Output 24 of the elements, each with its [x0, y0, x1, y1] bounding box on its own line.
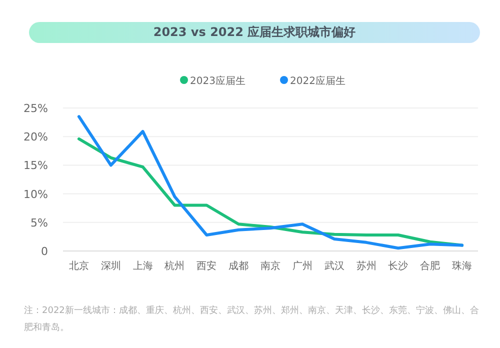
legend-label: 2023应届生: [190, 75, 246, 87]
chart-title: 2023 vs 2022 应届生求职城市偏好: [29, 22, 480, 43]
x-tick-label: 武汉: [324, 260, 344, 272]
x-tick-label: 珠海: [452, 260, 472, 272]
x-tick-label: 北京: [68, 260, 89, 272]
x-tick-label: 西安: [196, 260, 217, 272]
x-tick-label: 合肥: [420, 260, 440, 272]
x-tick-label: 南京: [260, 260, 280, 272]
x-tick-label: 杭州: [164, 260, 185, 272]
x-tick-label: 苏州: [356, 260, 376, 272]
x-tick-label: 上海: [132, 260, 153, 272]
y-tick-label: 0: [41, 245, 48, 258]
x-tick-label: 成都: [228, 260, 249, 272]
y-tick-label: 15%: [24, 159, 48, 172]
x-tick-label: 深圳: [100, 260, 121, 272]
text: 注：2022新一线城市：成都、重庆、杭州、西安、武汉、苏州、郑州、南京、天津、长沙、东莞、宁波、佛山、合肥和青岛。: [24, 304, 480, 335]
y-tick-label: 10%: [24, 188, 48, 201]
y-tick-label: 25%: [24, 102, 48, 115]
line-series: [77, 115, 464, 250]
x-tick-label: 长沙: [388, 260, 408, 272]
x-tick-label: 广州: [292, 260, 312, 272]
y-tick-label: 20%: [24, 130, 48, 144]
legend-label: 2022应届生: [290, 75, 346, 87]
y-tick-label: 5%: [30, 216, 48, 230]
